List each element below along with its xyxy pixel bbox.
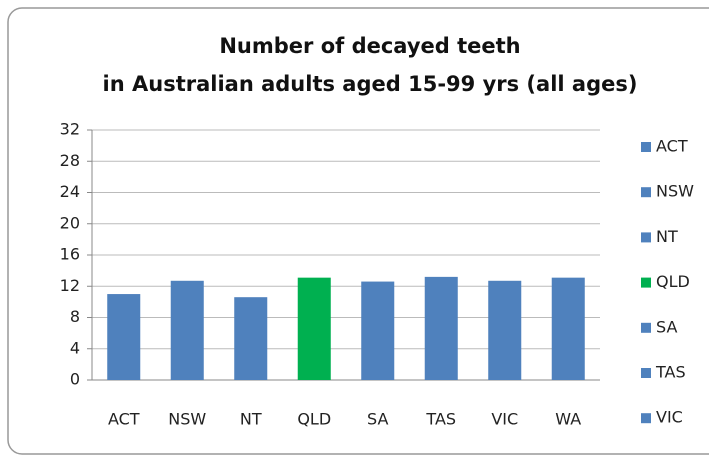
legend-swatch	[641, 413, 651, 424]
legend-swatch	[641, 232, 651, 243]
y-tick-label: 32	[60, 120, 80, 139]
chart-title: Number of decayed teeth	[219, 34, 520, 58]
legend-label: TAS	[655, 363, 686, 382]
legend-label: SA	[656, 317, 677, 336]
x-tick-label: WA	[555, 410, 581, 429]
legend-label: QLD	[656, 272, 690, 291]
bar	[361, 281, 395, 380]
bar	[424, 276, 458, 380]
x-tick-label: ACT	[108, 410, 140, 429]
bar	[107, 294, 141, 380]
legend-swatch	[641, 322, 651, 333]
legend-label: VIC	[656, 408, 683, 427]
bar	[488, 280, 522, 380]
y-tick-label: 8	[70, 307, 80, 326]
x-tick-label: SA	[367, 410, 388, 429]
legend-label: NSW	[656, 182, 694, 201]
legend-swatch	[641, 142, 651, 152]
y-tick-label: 28	[60, 151, 80, 170]
chart-title: in Australian adults aged 15-99 yrs (all…	[103, 72, 638, 96]
x-tick-label: VIC	[491, 410, 518, 429]
y-tick-label: 4	[70, 338, 80, 357]
bar	[170, 280, 204, 380]
x-tick-label: NSW	[168, 410, 206, 429]
legend-swatch	[641, 368, 651, 378]
x-tick-label: TAS	[425, 410, 456, 429]
legend-label: ACT	[656, 137, 688, 156]
legend-swatch	[641, 187, 651, 198]
legend-label: NT	[656, 227, 678, 246]
y-tick-label: 24	[60, 182, 80, 201]
bar	[297, 277, 331, 380]
y-tick-label: 20	[60, 213, 80, 232]
y-tick-label: 12	[60, 276, 80, 295]
legend-swatch	[641, 277, 651, 288]
bar	[551, 277, 585, 380]
x-tick-label: NT	[240, 410, 262, 429]
bar	[234, 297, 268, 380]
x-tick-label: QLD	[297, 410, 331, 429]
y-tick-label: 16	[60, 245, 80, 264]
y-tick-label: 0	[70, 370, 80, 389]
